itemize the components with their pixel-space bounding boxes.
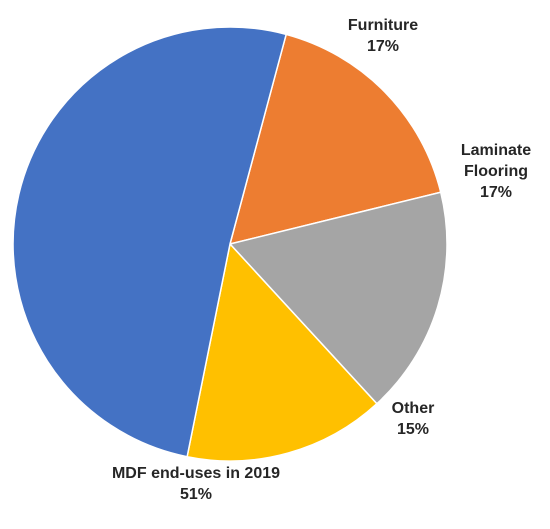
slice-label-furniture: Furniture 17% xyxy=(348,17,418,55)
pie-labels: Furniture 17% Laminate Flooring 17% Other 15% M… xyxy=(112,17,531,503)
slice-value-label: 17% xyxy=(480,184,512,201)
slice-label-laminate-flooring: Laminate Flooring 17% xyxy=(461,142,531,201)
pie-slice-furniture xyxy=(229,33,442,245)
slice-value-label: 15% xyxy=(397,421,429,438)
slice-value-label: 51% xyxy=(180,486,212,503)
slice-name-label: Furniture xyxy=(348,17,418,34)
pie-slice-laminate-flooring xyxy=(229,191,448,405)
slice-label-mdf-end-uses-in-2019: MDF end-uses in 2019 51% xyxy=(112,465,280,503)
slice-value-label: 17% xyxy=(367,38,399,55)
pie-slice-other xyxy=(186,243,378,462)
pie-slice-mdf-end-uses-in-2019 xyxy=(12,26,287,458)
slice-label-other: Other 15% xyxy=(392,400,435,438)
slice-name-label: MDF end-uses in 2019 xyxy=(112,465,280,482)
slice-name-label: Laminate xyxy=(461,142,531,159)
slice-name-label: Other xyxy=(392,400,435,417)
pie-slices xyxy=(12,26,448,462)
slice-name-label: Flooring xyxy=(464,163,528,180)
